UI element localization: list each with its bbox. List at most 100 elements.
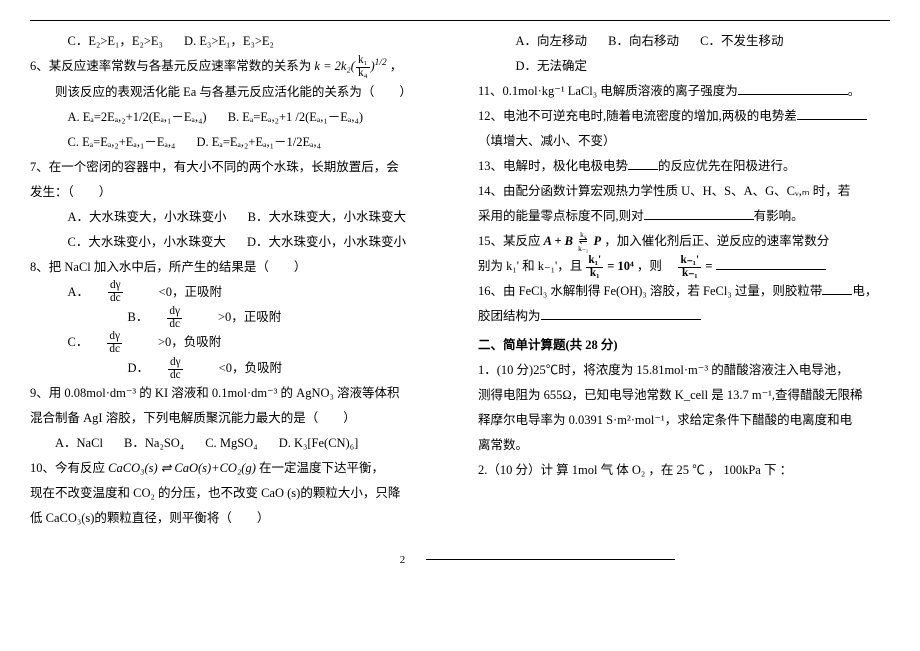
q15-r2-num: k₋₁' <box>678 255 701 268</box>
q9-opt-c: C. MgSO₄ <box>205 436 257 450</box>
q11: 11、0.1mol·kg⁻¹ LaCl₃ 电解质溶液的离子强度为 。 <box>478 79 890 104</box>
q10-pre: 10、今有反应 <box>30 461 105 475</box>
q16-l2: 胶团结构为 <box>478 304 890 329</box>
q15-ratio1: k₁'k₁ <box>586 255 603 280</box>
q6-row-cd: C. Eₐ=Eₐ,₂+Eₐ,₁－Eₐ,₄ D. Eₐ=Eₐ,₂+Eₐ,₁－1/2… <box>30 130 442 155</box>
q15-l2-pre: 别为 k₁' 和 k₋₁'，且 <box>478 259 585 273</box>
q15-blank <box>716 258 826 270</box>
q13: 13、电解时，极化电极电势的反应优先在阳极进行。 <box>478 154 890 179</box>
q16-blank2 <box>541 308 701 320</box>
q10-stem-3: 低 CaCO₃(s)的颗粒直径，则平衡将（ ） <box>30 506 442 531</box>
q8-c-pre: C． <box>68 335 89 349</box>
left-column: C．E₂>E₁，E₂>E₃ D. E₃>E₁，E₃>E₂ 6、某反应速率常数与各… <box>30 29 442 531</box>
q15-pre: 15、某反应 <box>478 234 544 248</box>
q6-stem-2: 则该反应的表观活化能 Ea 与各基元反应活化能的关系为（ ） <box>30 80 442 105</box>
q15-r1-den: k₁ <box>586 268 603 280</box>
p1-l3: 释摩尔电导率为 0.0391 S·m²·mol⁻¹，求给定条件下醋酸的电离度和电 <box>478 408 890 433</box>
q6-formula-prefix: k = 2k₂( <box>314 59 355 73</box>
q15-arrows: k₁⇌k₋₁ <box>578 232 588 252</box>
q15-rhs: P <box>593 234 601 248</box>
q7-row-ab: A．大水珠变大，小水珠变小 B．大水珠变大，小水珠变大 <box>30 205 442 230</box>
q14-l2: 采用的能量零点标度不同,则对有影响。 <box>478 204 890 229</box>
q10-opt-a: A．向左移动 <box>516 34 588 48</box>
q8-a-den: dc <box>108 293 123 305</box>
q12-l2: （填增大、减小、不变） <box>478 129 890 154</box>
q8-row-cd: C．dγdc>0，负吸附 D．dγdc<0，负吸附 <box>30 330 442 381</box>
q9-opt-b: B．Na₂SO₄ <box>124 436 184 450</box>
q15-r1-num: k₁' <box>586 255 603 268</box>
q14-blank <box>644 208 754 220</box>
q15-l2: 别为 k₁' 和 k₋₁'，且 k₁'k₁ = 10⁴ ，则 k₋₁'k₋₁ = <box>478 254 890 279</box>
q10-eq: CaCO₃(s) ⇌ CaO(s)+CO₂(g) <box>108 461 256 475</box>
q9-opt-d: D. K₃[Fe(CN)₆] <box>279 436 359 450</box>
q7-stem-2: 发生：（ ） <box>30 180 442 205</box>
q10-opt-b: B．向右移动 <box>608 34 679 48</box>
q11-post: 。 <box>848 84 861 98</box>
q8-d-den: dc <box>168 370 183 382</box>
q12-blank <box>797 108 867 120</box>
q8-b-post: >0，正吸附 <box>218 310 281 324</box>
q7-opt-b: B．大水珠变大，小水珠变大 <box>248 210 406 224</box>
q9-stem-1: 9、用 0.08mol·dm⁻³ 的 KI 溶液和 0.1mol·dm⁻³ 的 … <box>30 381 442 406</box>
page-number: 2 <box>400 549 406 571</box>
q8-d-post: <0，负吸附 <box>219 361 282 375</box>
q7-stem-1: 7、在一个密闭的容器中，有大小不同的两个水珠，长期放置后，会 <box>30 155 442 180</box>
q16-post: 电， <box>852 284 877 298</box>
q8-d-pre: D． <box>128 361 150 375</box>
top-rule <box>30 20 890 21</box>
q8-opt-b: B．dγdc>0，正吸附 <box>128 310 300 324</box>
q16-l1: 16、由 FeCl₃ 水解制得 Fe(OH)₃ 溶胶，若 FeCl₃ 过量，则胶… <box>478 279 890 304</box>
p1-l2: 测得电阻为 655Ω，已知电导池常数 K_cell 是 13.7 m⁻¹,查得醋… <box>478 383 890 408</box>
q13-post: 的反应优先在阳极进行。 <box>658 159 796 173</box>
q15-km1: k₋₁ <box>578 246 588 252</box>
q11-pre: 11、0.1mol·kg⁻¹ LaCl₃ 电解质溶液的离子强度为 <box>478 84 738 98</box>
q7-opt-d: D．大水珠变小，小水珠变小 <box>247 235 406 249</box>
two-column-layout: C．E₂>E₁，E₂>E₃ D. E₃>E₁，E₃>E₂ 6、某反应速率常数与各… <box>30 29 890 531</box>
q7-opt-c: C．大水珠变小，小水珠变大 <box>68 235 226 249</box>
q8-stem: 8、把 NaCl 加入水中后，所产生的结果是（ ） <box>30 255 442 280</box>
q11-blank <box>738 83 848 95</box>
q14-l1: 14、由配分函数计算宏观热力学性质 U、H、S、A、G、Cᵥ,ₘ 时，若 <box>478 179 890 204</box>
q13-blank <box>628 158 658 170</box>
q6-exp: 1/2 <box>375 58 387 68</box>
q8-opt-c: C．dγdc>0，负吸附 <box>68 335 240 349</box>
q8-a-pre: A． <box>68 285 90 299</box>
section-2-title: 二、简单计算题(共 28 分) <box>478 333 890 358</box>
q5-opt-c: C．E₂>E₁，E₂>E₃ <box>68 34 163 48</box>
q10-stem-1: 10、今有反应 CaCO₃(s) ⇌ CaO(s)+CO₂(g) 在一定温度下达… <box>30 456 442 481</box>
q8-b-frac: dγdc <box>167 306 200 331</box>
q8-c-post: >0，负吸附 <box>158 335 221 349</box>
q8-a-frac: dγdc <box>108 280 141 305</box>
right-column: A．向左移动 B．向右移动 C．不发生移动 D．无法确定 11、0.1mol·k… <box>478 29 890 531</box>
q8-b-pre: B． <box>128 310 149 324</box>
q8-b-num: dγ <box>167 306 182 319</box>
q5-opt-d: D. E₃>E₁，E₃>E₂ <box>184 34 274 48</box>
q15-r2-eq: = <box>705 259 712 273</box>
q12-text: 12、电池不可逆充电时,随着电流密度的增加,两极的电势差 <box>478 109 797 123</box>
q8-a-post: <0，正吸附 <box>159 285 222 299</box>
q15-ratio2: k₋₁'k₋₁ <box>678 255 701 280</box>
q6-frac-den: k₄ <box>356 68 370 80</box>
q7-opt-a: A．大水珠变大，小水珠变小 <box>68 210 227 224</box>
q10-stem-2: 现在不改变温度和 CO₂ 的分压，也不改变 CaO (s)的颗粒大小，只降 <box>30 481 442 506</box>
q8-opt-a: A．dγdc<0，正吸附 <box>68 285 240 299</box>
q8-c-frac: dγdc <box>107 331 140 356</box>
q6-opt-a: A. Eₐ=2Eₐ,₂+1/2(Eₐ,₁－Eₐ,₄) <box>68 110 207 124</box>
q15-lhs: A + B <box>544 234 573 248</box>
q8-b-den: dc <box>167 319 182 331</box>
q16-l2-pre: 胶团结构为 <box>478 309 541 323</box>
q9-stem-2: 混合制备 AgI 溶胶，下列电解质聚沉能力最大的是（ ） <box>30 406 442 431</box>
q8-d-num: dγ <box>168 357 183 370</box>
q9-opts: A．NaCl B．Na₂SO₄ C. MgSO₄ D. K₃[Fe(CN)₆] <box>30 431 442 456</box>
page-footer: 2 <box>30 549 890 567</box>
q9-opt-a: A．NaCl <box>55 436 103 450</box>
q15-post: ，加入催化剂后正、逆反应的速率常数分 <box>604 234 829 248</box>
q10-opt-c: C．不发生移动 <box>700 34 783 48</box>
q12-l1: 12、电池不可逆充电时,随着电流密度的增加,两极的电势差 <box>478 104 890 129</box>
q6-stem-1: 6、某反应速率常数与各基元反应速率常数的关系为 k = 2k₂(k₁k₄)1/2… <box>30 54 442 80</box>
p1-l4: 离常数。 <box>478 433 890 458</box>
q6-opt-d: D. Eₐ=Eₐ,₂+Eₐ,₁－1/2Eₐ,₄ <box>196 135 321 149</box>
q6-tail: ， <box>387 59 403 73</box>
q5-options-cd: C．E₂>E₁，E₂>E₃ D. E₃>E₁，E₃>E₂ <box>30 29 442 54</box>
q6-row-ab: A. Eₐ=2Eₐ,₂+1/2(Eₐ,₁－Eₐ,₄) B. Eₐ=Eₐ,₂+1 … <box>30 105 442 130</box>
